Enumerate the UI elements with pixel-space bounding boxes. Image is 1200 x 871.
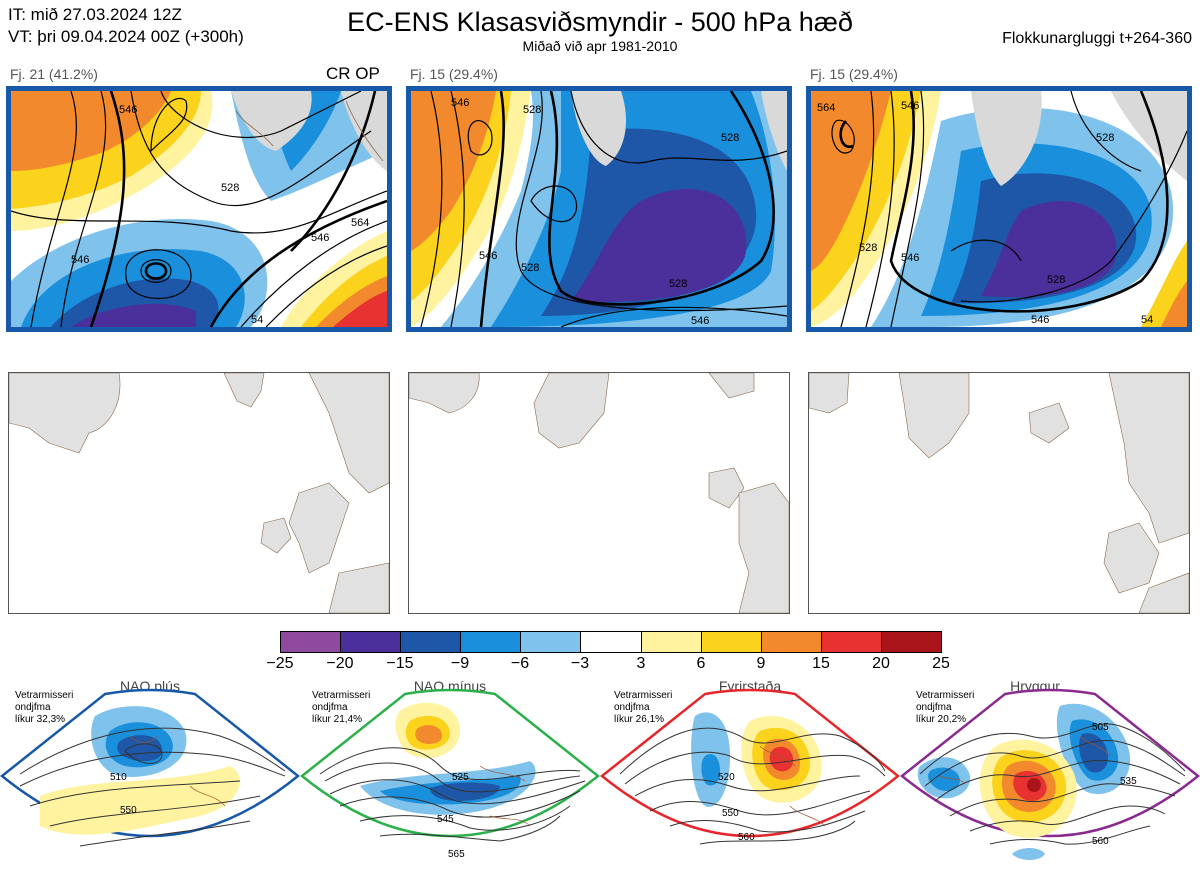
valid-time: VT: þri 09.04.2024 00Z (+300h) xyxy=(8,27,244,46)
colorbar-swatch xyxy=(341,632,402,652)
colorbar-tick-label: −3 xyxy=(570,655,590,672)
colorbar-swatch xyxy=(521,632,582,652)
cluster-1-contour-label: 528 xyxy=(221,182,239,194)
cluster-1-contour-label: 54 xyxy=(251,314,263,326)
page-subtitle: Miðað við apr 1981-2010 xyxy=(522,38,678,54)
cluster-2-contour-label: 528 xyxy=(721,132,739,144)
header-issue-valid-times: IT: mið 27.03.2024 12Z VT: þri 09.04.202… xyxy=(8,4,244,48)
cluster-3-land-outline xyxy=(809,373,1189,613)
regime-ridge[interactable]: Vetrarmisseri ondjfma líkur 20,2% Hryggur … xyxy=(900,676,1200,871)
colorbar-swatch xyxy=(401,632,462,652)
cluster-2-contour-label: 546 xyxy=(691,315,709,327)
cluster-1-land-outline xyxy=(9,373,389,613)
cluster-1-contour-label: 546 xyxy=(311,232,329,244)
regime-contour-label: 535 xyxy=(1120,776,1137,787)
regime-contour-label: 550 xyxy=(722,808,739,819)
regime-contour-label: 545 xyxy=(437,814,454,825)
page-title: EC-ENS Klasasviðsmyndir - 500 hPa hæð xyxy=(347,7,853,37)
regime-contour-label: 560 xyxy=(738,832,755,843)
colorbar-swatch xyxy=(701,632,762,652)
cluster-1-contour-label: 564 xyxy=(351,217,369,229)
cluster-3-contour-label: 546 xyxy=(901,252,919,264)
regime-contour-label: 510 xyxy=(110,772,127,783)
cluster-3-contour-label: 528 xyxy=(1047,274,1065,286)
regime-contour-label: 525 xyxy=(452,772,469,783)
regime-nao-plus-map: 510 550 xyxy=(0,688,300,847)
colorbar-tick-label: 3 xyxy=(636,655,646,672)
colorbar-swatch xyxy=(281,632,342,652)
cluster-1-map[interactable]: 546 528 546 564 546 54 xyxy=(6,86,392,332)
colorbar-swatch xyxy=(761,632,822,652)
regime-contour-label: 565 xyxy=(448,849,465,860)
colorbar-swatch xyxy=(461,632,522,652)
regime-note: Vetrarmisseri ondjfma líkur 26,1% xyxy=(614,690,673,725)
cluster-1-secondary-map[interactable] xyxy=(8,372,390,614)
regime-contour-label: 550 xyxy=(120,805,137,816)
colorbar-tick-label: 6 xyxy=(696,655,706,672)
cluster-3-contour-label: 528 xyxy=(859,242,877,254)
colorbar-swatch xyxy=(881,632,942,652)
cluster-2-contour-label: 546 xyxy=(451,97,469,109)
issue-time: IT: mið 27.03.2024 12Z xyxy=(8,5,182,24)
regime-blocking[interactable]: Vetrarmisseri ondjfma líkur 26,1% Fyrirsta… xyxy=(600,676,900,871)
cluster-2-contour-label: 528 xyxy=(523,104,541,116)
cluster-1-anomaly-field: 546 528 546 564 546 54 xyxy=(11,91,387,327)
cluster-3-map[interactable]: 564 546 528 546 528 546 528 54 xyxy=(806,86,1192,332)
colorbar-tick-label: 9 xyxy=(756,655,766,672)
cluster-3-contour-label: 546 xyxy=(1031,314,1049,326)
cluster-1-op-label: CR OP xyxy=(326,64,380,83)
regime-contour-label: 560 xyxy=(1092,836,1109,847)
cluster-2-anomaly-field: 546 528 546 528 528 546 528 xyxy=(411,91,787,327)
cluster-1-contour-label: 546 xyxy=(71,254,89,266)
cluster-3-label: Fj. 15 (29.4%) xyxy=(810,66,898,82)
colorbar-swatch xyxy=(581,632,642,652)
colorbar-swatch xyxy=(821,632,882,652)
cluster-3-contour-label: 54 xyxy=(1141,314,1153,326)
colorbar-tick-label: 25 xyxy=(932,655,950,672)
regime-blocking-map: 520 550 560 xyxy=(600,688,900,845)
cluster-2-land-outline xyxy=(409,373,789,613)
colorbar-tick-label: 20 xyxy=(872,655,890,672)
regime-nao-minus-map: 525 545 565 xyxy=(300,688,600,860)
regime-ridge-map: 505 535 560 xyxy=(900,688,1200,860)
colorbar-tick-label: −9 xyxy=(450,655,470,672)
cluster-3-contour-label: 546 xyxy=(901,100,919,112)
clustering-window: Flokkunargluggi t+264-360 xyxy=(1002,30,1192,47)
cluster-2-map[interactable]: 546 528 546 528 528 546 528 xyxy=(406,86,792,332)
regime-contour-label: 505 xyxy=(1092,722,1109,733)
regime-contour-label: 520 xyxy=(718,772,735,783)
cluster-2-label: Fj. 15 (29.4%) xyxy=(410,66,498,82)
regime-nao-minus[interactable]: Vetrarmisseri ondjfma líkur 21,4% NAO mínu… xyxy=(300,676,600,871)
cluster-1-contour-label: 546 xyxy=(119,104,137,116)
colorbar-tick-label: −15 xyxy=(386,655,414,672)
regime-note: Vetrarmisseri ondjfma líkur 32,3% xyxy=(15,690,74,725)
colorbar-tick-label: 15 xyxy=(812,655,830,672)
cluster-3-contour-label: 564 xyxy=(817,102,835,114)
cluster-3-anomaly-field: 564 546 528 546 528 546 528 54 xyxy=(811,91,1187,327)
cluster-2-secondary-map[interactable] xyxy=(408,372,790,614)
regime-nao-plus[interactable]: Vetrarmisseri ondjfma líkur 32,3% NAO plús… xyxy=(0,676,300,871)
regime-note: Vetrarmisseri ondjfma líkur 21,4% xyxy=(312,690,371,725)
colorbar-tick-label: −6 xyxy=(510,655,530,672)
cluster-2-contour-label: 546 xyxy=(479,250,497,262)
colorbar-tick-label: −20 xyxy=(326,655,354,672)
cluster-3-contour-label: 528 xyxy=(1096,132,1114,144)
anomaly-colorbar xyxy=(280,631,942,653)
cluster-2-contour-label: 528 xyxy=(669,278,687,290)
colorbar-tick-label: −25 xyxy=(266,655,294,672)
cluster-1-label: Fj. 21 (41.2%) xyxy=(10,66,98,82)
colorbar-swatch xyxy=(641,632,702,652)
cluster-2-contour-label: 528 xyxy=(521,262,539,274)
cluster-3-secondary-map[interactable] xyxy=(808,372,1190,614)
regime-note: Vetrarmisseri ondjfma líkur 20,2% xyxy=(916,690,975,725)
